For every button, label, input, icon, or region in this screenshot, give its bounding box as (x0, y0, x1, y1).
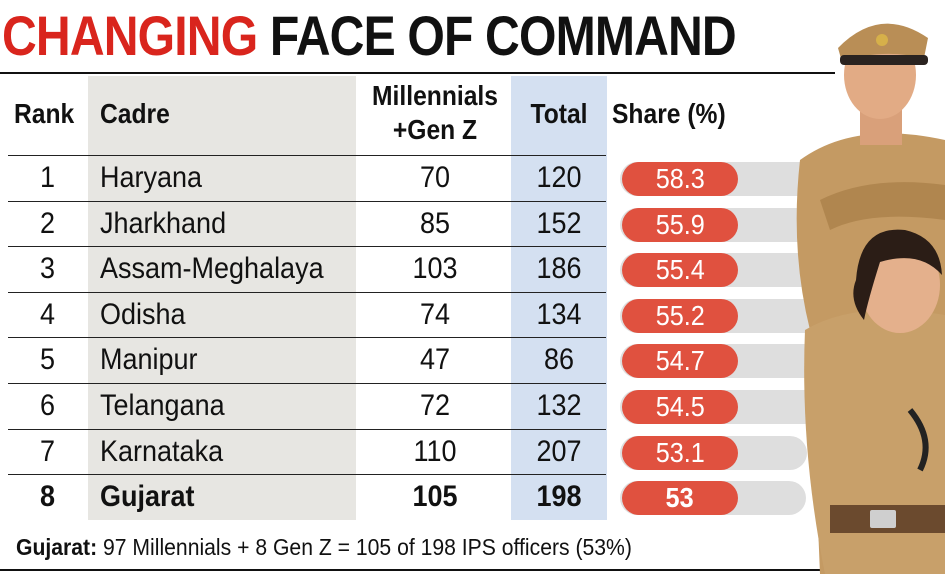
share-pill: 55.4 (622, 253, 738, 288)
header-share: Share (%) (612, 98, 726, 129)
cadre-cell: Telangana (100, 389, 225, 422)
footnote: Gujarat: 97 Millennials + 8 Gen Z = 105 … (16, 532, 632, 562)
page-title: CHANGING FACE OF COMMAND (2, 4, 737, 67)
millennials-genz-cell: 72 (419, 389, 451, 422)
share-pill: 55.2 (622, 298, 738, 333)
share-value: 55.2 (655, 299, 705, 331)
row-divider (8, 337, 606, 339)
total-cell: 186 (536, 252, 582, 286)
share-value: 53 (665, 482, 695, 514)
header-total: Total (530, 98, 588, 129)
share-value: 55.9 (655, 208, 705, 240)
share-value: 55.4 (655, 254, 705, 286)
share-value: 58.3 (655, 163, 705, 194)
cadre-column-background (88, 76, 356, 520)
total-cell: 198 (536, 480, 582, 514)
millennials-genz-cell: 85 (419, 206, 451, 240)
rank-cell: 8 (40, 480, 56, 514)
total-column-background (511, 76, 607, 520)
total-cell: 86 (543, 343, 575, 377)
total-cell: 120 (536, 161, 582, 194)
row-divider (8, 200, 606, 202)
police-officers-illustration (796, 23, 945, 574)
row-divider (8, 383, 606, 384)
rank-cell: 3 (40, 252, 56, 286)
share-value: 53.1 (655, 436, 705, 468)
share-pill: 55.9 (622, 207, 738, 242)
total-cell: 132 (536, 389, 582, 422)
header-millennials: Millennials (372, 80, 498, 111)
share-pill: 58.3 (622, 162, 738, 196)
rank-cell: 4 (40, 297, 56, 331)
header-cadre: Cadre (100, 98, 170, 129)
millennials-genz-cell: 74 (419, 297, 451, 331)
row-divider (8, 291, 606, 293)
rank-cell: 6 (40, 389, 56, 422)
header-genz: +Gen Z (392, 114, 478, 145)
share-pill: 53 (622, 481, 738, 516)
cadre-cell: Gujarat (100, 480, 195, 514)
share-pill: 53.1 (622, 435, 738, 470)
share-value: 54.7 (655, 345, 705, 377)
rank-cell: 7 (40, 434, 56, 468)
total-cell: 134 (536, 297, 582, 331)
bottom-rule (0, 569, 945, 571)
title-rule (0, 72, 835, 74)
share-pill: 54.5 (622, 390, 738, 424)
row-divider (8, 155, 606, 156)
millennials-genz-cell: 70 (419, 161, 451, 194)
row-divider (8, 246, 606, 248)
title-rest: FACE OF COMMAND (269, 4, 737, 67)
cadre-cell: Manipur (100, 343, 198, 377)
cadre-cell: Jharkhand (100, 206, 227, 240)
footnote-text: 97 Millennials + 8 Gen Z = 105 of 198 IP… (103, 534, 632, 560)
footnote-label: Gujarat: (16, 534, 98, 560)
rank-cell: 1 (40, 161, 56, 194)
row-divider (8, 474, 606, 476)
millennials-genz-cell: 110 (413, 434, 457, 468)
share-value: 54.5 (655, 391, 705, 422)
title-highlight: CHANGING (2, 4, 258, 67)
millennials-genz-cell: 47 (419, 343, 451, 377)
rank-cell: 2 (40, 206, 56, 240)
header-rank: Rank (14, 98, 75, 129)
millennials-genz-cell: 103 (412, 252, 458, 286)
cadre-cell: Karnataka (100, 434, 224, 468)
row-divider (8, 428, 606, 430)
cadre-cell: Haryana (100, 161, 203, 194)
total-cell: 207 (536, 434, 582, 468)
share-pill: 54.7 (622, 344, 738, 379)
cadre-cell: Odisha (100, 297, 186, 331)
total-cell: 152 (536, 206, 582, 240)
rank-cell: 5 (40, 343, 56, 377)
cadre-cell: Assam-Meghalaya (100, 252, 324, 286)
millennials-genz-cell: 105 (412, 480, 458, 514)
